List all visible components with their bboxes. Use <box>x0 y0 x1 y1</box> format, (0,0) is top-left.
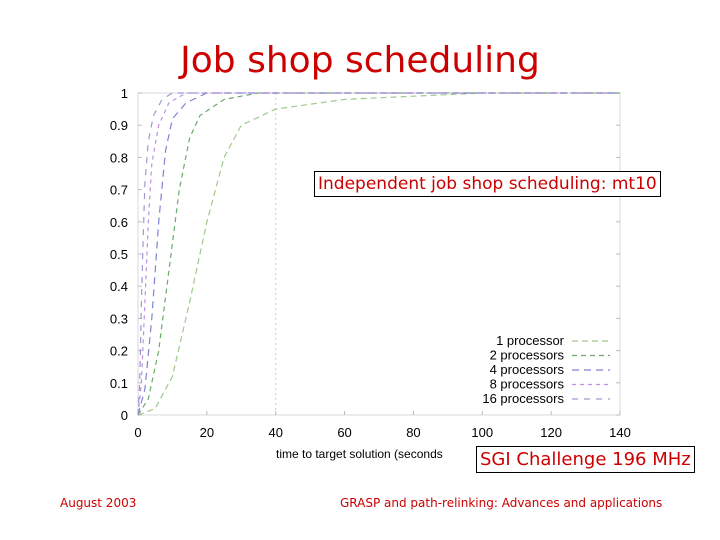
x-tick-label: 140 <box>609 425 631 440</box>
y-tick-label: 0.9 <box>110 118 128 133</box>
series-line <box>137 92 620 416</box>
legend-label: 16 processors <box>482 391 564 406</box>
series-line <box>137 92 620 416</box>
x-tick-label: 40 <box>268 425 282 440</box>
footer-date: August 2003 <box>60 496 137 510</box>
y-tick-label: 0.7 <box>110 183 128 198</box>
x-axis-label: time to target solution (seconds <box>276 447 443 461</box>
y-tick-labels: 0 0.1 0.2 0.3 0.4 0.5 0.6 0.7 0.8 0.9 1 <box>110 86 620 423</box>
y-tick-label: 0.3 <box>110 311 128 326</box>
x-tick-label: 80 <box>406 425 420 440</box>
slide-title: Job shop scheduling <box>180 40 540 81</box>
x-tick-label: 60 <box>337 425 351 440</box>
legend-label: 8 processors <box>490 377 565 392</box>
y-tick-label: 1 <box>121 86 128 101</box>
series-lines <box>137 92 620 416</box>
x-tick-label: 100 <box>471 425 493 440</box>
legend-label: 1 processor <box>496 333 565 348</box>
y-tick-label: 0.2 <box>110 344 128 359</box>
y-tick-label: 0.8 <box>110 150 128 165</box>
x-tick-label: 20 <box>200 425 214 440</box>
series-line <box>137 92 620 416</box>
x-tick-label: 0 <box>134 425 141 440</box>
instance-label-box: Independent job shop scheduling: mt10 <box>314 171 661 197</box>
legend-label: 4 processors <box>490 362 565 377</box>
x-tick-labels: 0 20 40 60 80 100 120 140 <box>134 411 631 440</box>
y-tick-label: 0.5 <box>110 247 128 262</box>
y-tick-label: 0 <box>121 408 128 423</box>
series-line <box>137 92 620 416</box>
legend-label: 2 processors <box>490 348 565 363</box>
series-line <box>137 92 620 416</box>
y-tick-label: 0.1 <box>110 376 128 391</box>
x-tick-label: 120 <box>540 425 562 440</box>
machine-label-box: SGI Challenge 196 MHz <box>476 446 695 473</box>
y-tick-label: 0.4 <box>110 279 128 294</box>
y-tick-label: 0.6 <box>110 215 128 230</box>
footer-talk-title: GRASP and path-relinking: Advances and a… <box>340 496 663 510</box>
